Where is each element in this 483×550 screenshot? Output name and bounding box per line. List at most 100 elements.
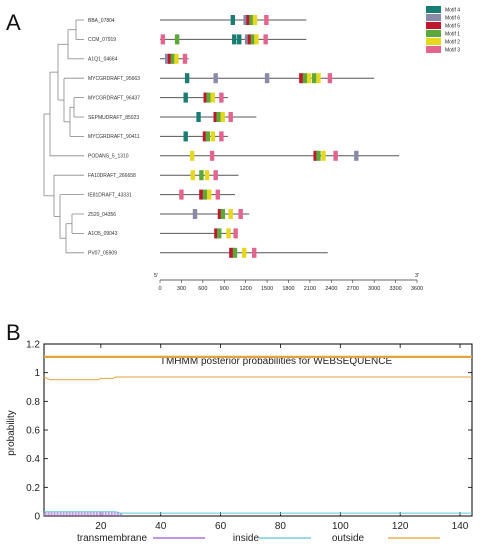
motif-block: [202, 189, 208, 200]
panel-label-a: A: [6, 10, 21, 35]
motif-block: [216, 112, 221, 122]
motif-block: [179, 189, 184, 200]
axis-tick-label: 1200: [240, 286, 252, 292]
y-tick-label: 0.2: [26, 483, 40, 494]
motif-block: [217, 228, 222, 239]
motif-block: [242, 247, 247, 258]
motif-block: [263, 34, 268, 45]
legend-swatch: [426, 14, 441, 21]
x-tick-label: 120: [392, 521, 409, 532]
motif-block: [232, 34, 237, 45]
motif-block: [199, 189, 204, 200]
legend-swatch: [426, 38, 441, 45]
motif-block: [299, 73, 304, 84]
motif-block: [302, 73, 308, 84]
x-tick-label: 140: [452, 521, 469, 532]
motif-block: [252, 247, 257, 258]
y-tick-label: 1: [34, 368, 40, 379]
motif-block: [249, 15, 254, 25]
motif-block: [233, 228, 238, 239]
legend-label: Motif 3: [445, 48, 460, 54]
y-tick-label: 0.4: [26, 454, 40, 465]
gene-label: MYCGRDRAFT_90411: [88, 134, 140, 140]
gene-row: PODANS_5_1310: [88, 150, 400, 161]
gene-row: A1O5_09043: [88, 228, 238, 239]
motif-block: [213, 73, 218, 84]
motif-block: [215, 189, 221, 200]
axis-tick-label: 1800: [282, 286, 294, 292]
legend-label: transmembrane: [77, 533, 147, 544]
motif-block: [228, 112, 233, 122]
motif-block: [174, 53, 179, 64]
motif-block: [229, 247, 234, 258]
motif-block: [164, 53, 170, 64]
gene-label: CCM_07919: [88, 37, 116, 43]
legend-label: Motif 1: [445, 32, 460, 38]
motif-block: [167, 53, 173, 64]
motif-block: [264, 73, 270, 84]
motif-block: [203, 92, 208, 103]
motif-block: [214, 228, 219, 239]
gene-row: PV07_05909: [88, 247, 328, 258]
motif-block: [213, 170, 218, 181]
y-axis-label: probability: [6, 410, 17, 456]
legend-swatch: [426, 6, 441, 13]
motif-block: [243, 15, 248, 25]
gene-row: Z520_04356: [88, 209, 250, 219]
tmhmm-panel: TMHMM posterior probabilities for WEBSEQ…: [6, 340, 473, 544]
gene-row: IE81DRAFT_43331: [88, 189, 235, 200]
motif-block: [182, 53, 188, 64]
outside-line: [43, 376, 472, 381]
motif-block: [254, 34, 259, 45]
gene-label: MYCGRDRAFT_96437: [88, 95, 140, 101]
legend-label: Motif 6: [445, 16, 460, 22]
gene-row: MYCGRDRAFT_90411: [88, 131, 228, 142]
x-tick-label: 60: [215, 521, 227, 532]
motif-block: [264, 15, 269, 25]
motif-block: [209, 150, 215, 161]
motif-block: [220, 209, 226, 219]
gene-row: MYCGRDRAFT_95663: [88, 73, 375, 84]
legend-swatch: [426, 30, 441, 37]
axis-tick-label: 600: [198, 286, 207, 292]
motif-block: [316, 150, 321, 161]
gene-label: MYCGRDRAFT_95663: [88, 76, 140, 82]
gene-label: A1O5_09043: [88, 231, 118, 237]
motif-block: [210, 92, 216, 103]
gene-row: BBA_07804: [88, 15, 307, 25]
x-tick-label: 40: [155, 521, 167, 532]
motif-block: [316, 73, 321, 84]
motif-block: [205, 131, 211, 142]
gene-label: SEPMUDRAFT_85023: [88, 115, 139, 121]
motif-block: [230, 15, 236, 25]
motif-block: [247, 34, 253, 45]
gene-row: A1Q1_04664: [88, 53, 189, 64]
motif-block: [174, 34, 180, 45]
axis-tick-label: 300: [177, 286, 186, 292]
gene-label: A1Q1_04664: [88, 57, 118, 63]
axis-tick-label: 3000: [368, 286, 380, 292]
axis-tick-label: 3600: [411, 286, 423, 292]
gene-row: CCM_07919: [88, 34, 307, 45]
axis-end-label: 3': [415, 273, 419, 279]
motif-block: [228, 209, 233, 219]
motif-block: [206, 92, 211, 103]
chart-title: TMHMM posterior probabilities for WEBSEQ…: [160, 356, 393, 367]
axis-tick-label: 900: [220, 286, 229, 292]
gene-label: IE81DRAFT_43331: [88, 192, 132, 198]
y-tick-label: 0.6: [26, 426, 40, 437]
gene-tracks: BBA_07804 CCM_07919 A1Q1_04664 MYCGRDRAFT_9…: [88, 15, 400, 258]
x-tick-label: 100: [332, 521, 349, 532]
motif-block: [196, 112, 201, 122]
axis-tick-label: 3300: [389, 286, 401, 292]
motif-block: [202, 131, 208, 142]
axis-tick-label: 2700: [347, 286, 359, 292]
motif-block: [204, 170, 210, 181]
panel-label-b: B: [6, 320, 21, 345]
y-tick-label: 0: [34, 512, 40, 523]
legend: transmembrane inside outside: [77, 533, 440, 544]
motif-block: [312, 73, 317, 84]
motif-map-panel: BBA_07804 CCM_07919 A1Q1_04664 MYCGRDRAFT_9…: [43, 6, 460, 292]
gene-label: PODANS_5_1310: [88, 154, 129, 160]
motif-block: [307, 73, 312, 84]
